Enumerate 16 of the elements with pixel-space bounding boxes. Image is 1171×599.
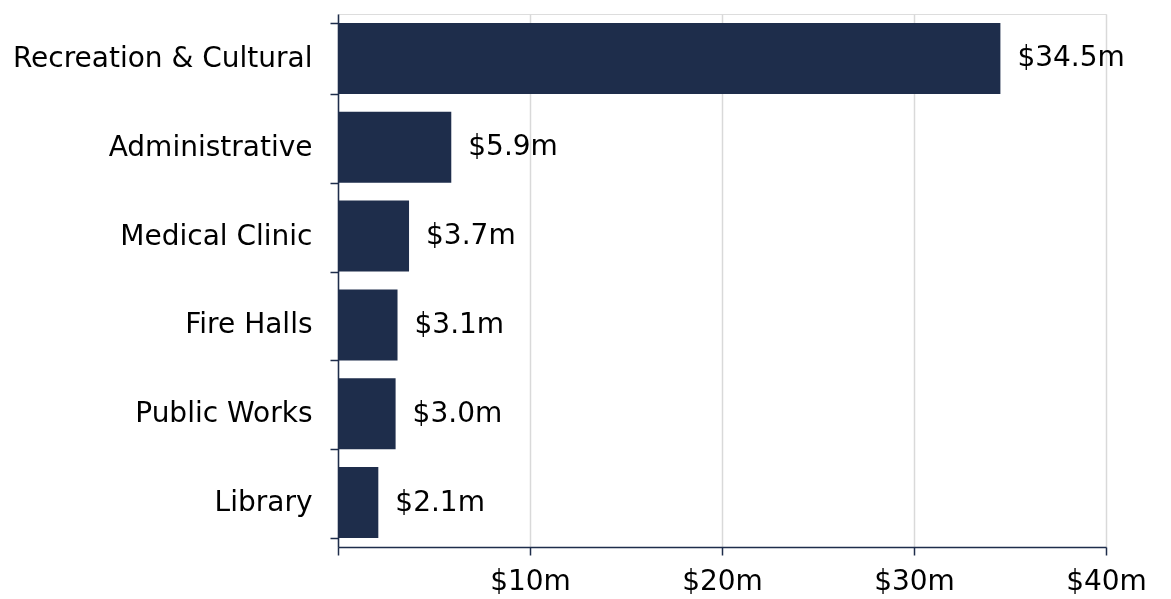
y-tick-label: Administrative — [108, 129, 313, 163]
data-label: $34.5m — [1017, 40, 1125, 74]
data-label: $5.9m — [468, 129, 558, 163]
x-tick-label: $10m — [490, 563, 571, 597]
y-tick-label: Fire Halls — [185, 307, 313, 341]
y-tick-label: Public Works — [135, 396, 313, 430]
data-label: $3.0m — [412, 395, 503, 429]
y-tick-label: Medical Clinic — [120, 218, 313, 252]
data-label: $2.1m — [395, 484, 485, 518]
y-tick-label: Recreation & Cultural — [12, 40, 313, 74]
x-tick-label: $30m — [874, 563, 955, 597]
x-tick-label: $20m — [682, 563, 763, 597]
x-tick-label: $40m — [1066, 563, 1147, 597]
data-label: $3.1m — [414, 306, 505, 340]
y-tick-label: Library — [214, 485, 313, 519]
data-label: $3.7m — [426, 218, 516, 252]
